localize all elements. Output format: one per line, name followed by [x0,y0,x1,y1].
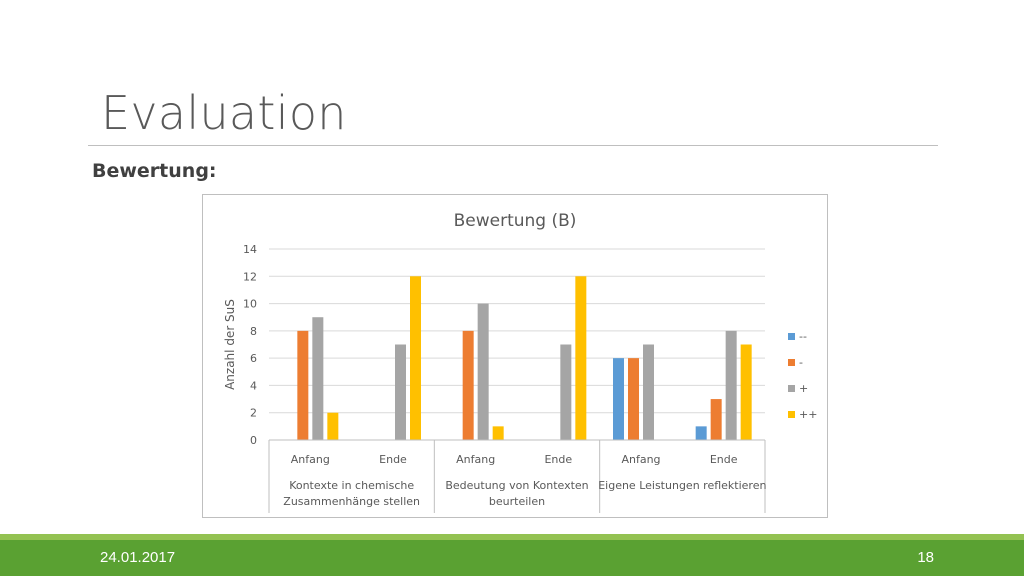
bar [477,303,489,440]
legend-swatch [788,359,795,366]
bar [492,426,504,440]
y-tick-label: 8 [250,325,257,338]
bar [740,344,752,440]
bar [327,412,339,440]
bar [613,358,624,440]
slide-subtitle: Bewertung: [92,160,217,182]
chart-title: Bewertung (B) [454,211,577,231]
footer-bar: 24.01.2017 18 [0,540,1024,576]
footer-date: 24.01.2017 [100,549,176,566]
bar [628,358,639,440]
slide-title: Evaluation [101,86,347,140]
group-label: Eigene Leistungen reflektieren [598,479,766,492]
bar [395,344,406,440]
x-tick-label: Ende [379,453,407,466]
y-tick-label: 6 [250,352,257,365]
legend-label: ++ [799,408,817,421]
bar [410,276,421,440]
y-tick-label: 14 [243,243,257,256]
group-label: Kontexte in chemische [289,479,414,492]
bar [725,330,737,440]
title-divider [88,145,938,146]
bar-chart: Bewertung (B) 0 2 4 6 8 10 12 14 Anzahl der SuS An… [223,211,817,513]
chart-frame: Bewertung (B) 0 2 4 6 8 10 12 14 Anzahl der SuS An… [202,194,828,518]
footer-accent-line [0,534,1024,540]
bar [643,344,654,440]
footer-page-number: 18 [917,549,934,566]
bar [297,330,309,440]
group-label: beurteilen [489,495,545,508]
bar [462,330,474,440]
legend-swatch [788,411,795,418]
x-tick-label: Anfang [621,453,660,466]
y-tick-label: 12 [243,270,257,283]
legend-swatch [788,385,795,392]
group-label: Zusammenhänge stellen [283,495,420,508]
x-tick-label: Ende [710,453,738,466]
x-tick-label: Anfang [291,453,330,466]
bar [560,344,572,440]
bar [695,426,707,440]
legend-label: - [799,356,803,369]
y-tick-label: 10 [243,298,257,311]
y-tick-label: 2 [250,407,257,420]
legend-swatch [788,333,795,340]
y-tick-label: 0 [250,434,257,447]
bar [710,399,722,440]
legend-label: + [799,382,808,395]
y-axis-label: Anzahl der SuS [223,299,237,390]
y-tick-label: 4 [250,379,257,392]
x-tick-label: Ende [544,453,572,466]
legend-label: -- [799,330,807,343]
group-label: Bedeutung von Kontexten [445,479,588,492]
bar [575,276,587,440]
bar [312,317,324,440]
x-tick-label: Anfang [456,453,495,466]
